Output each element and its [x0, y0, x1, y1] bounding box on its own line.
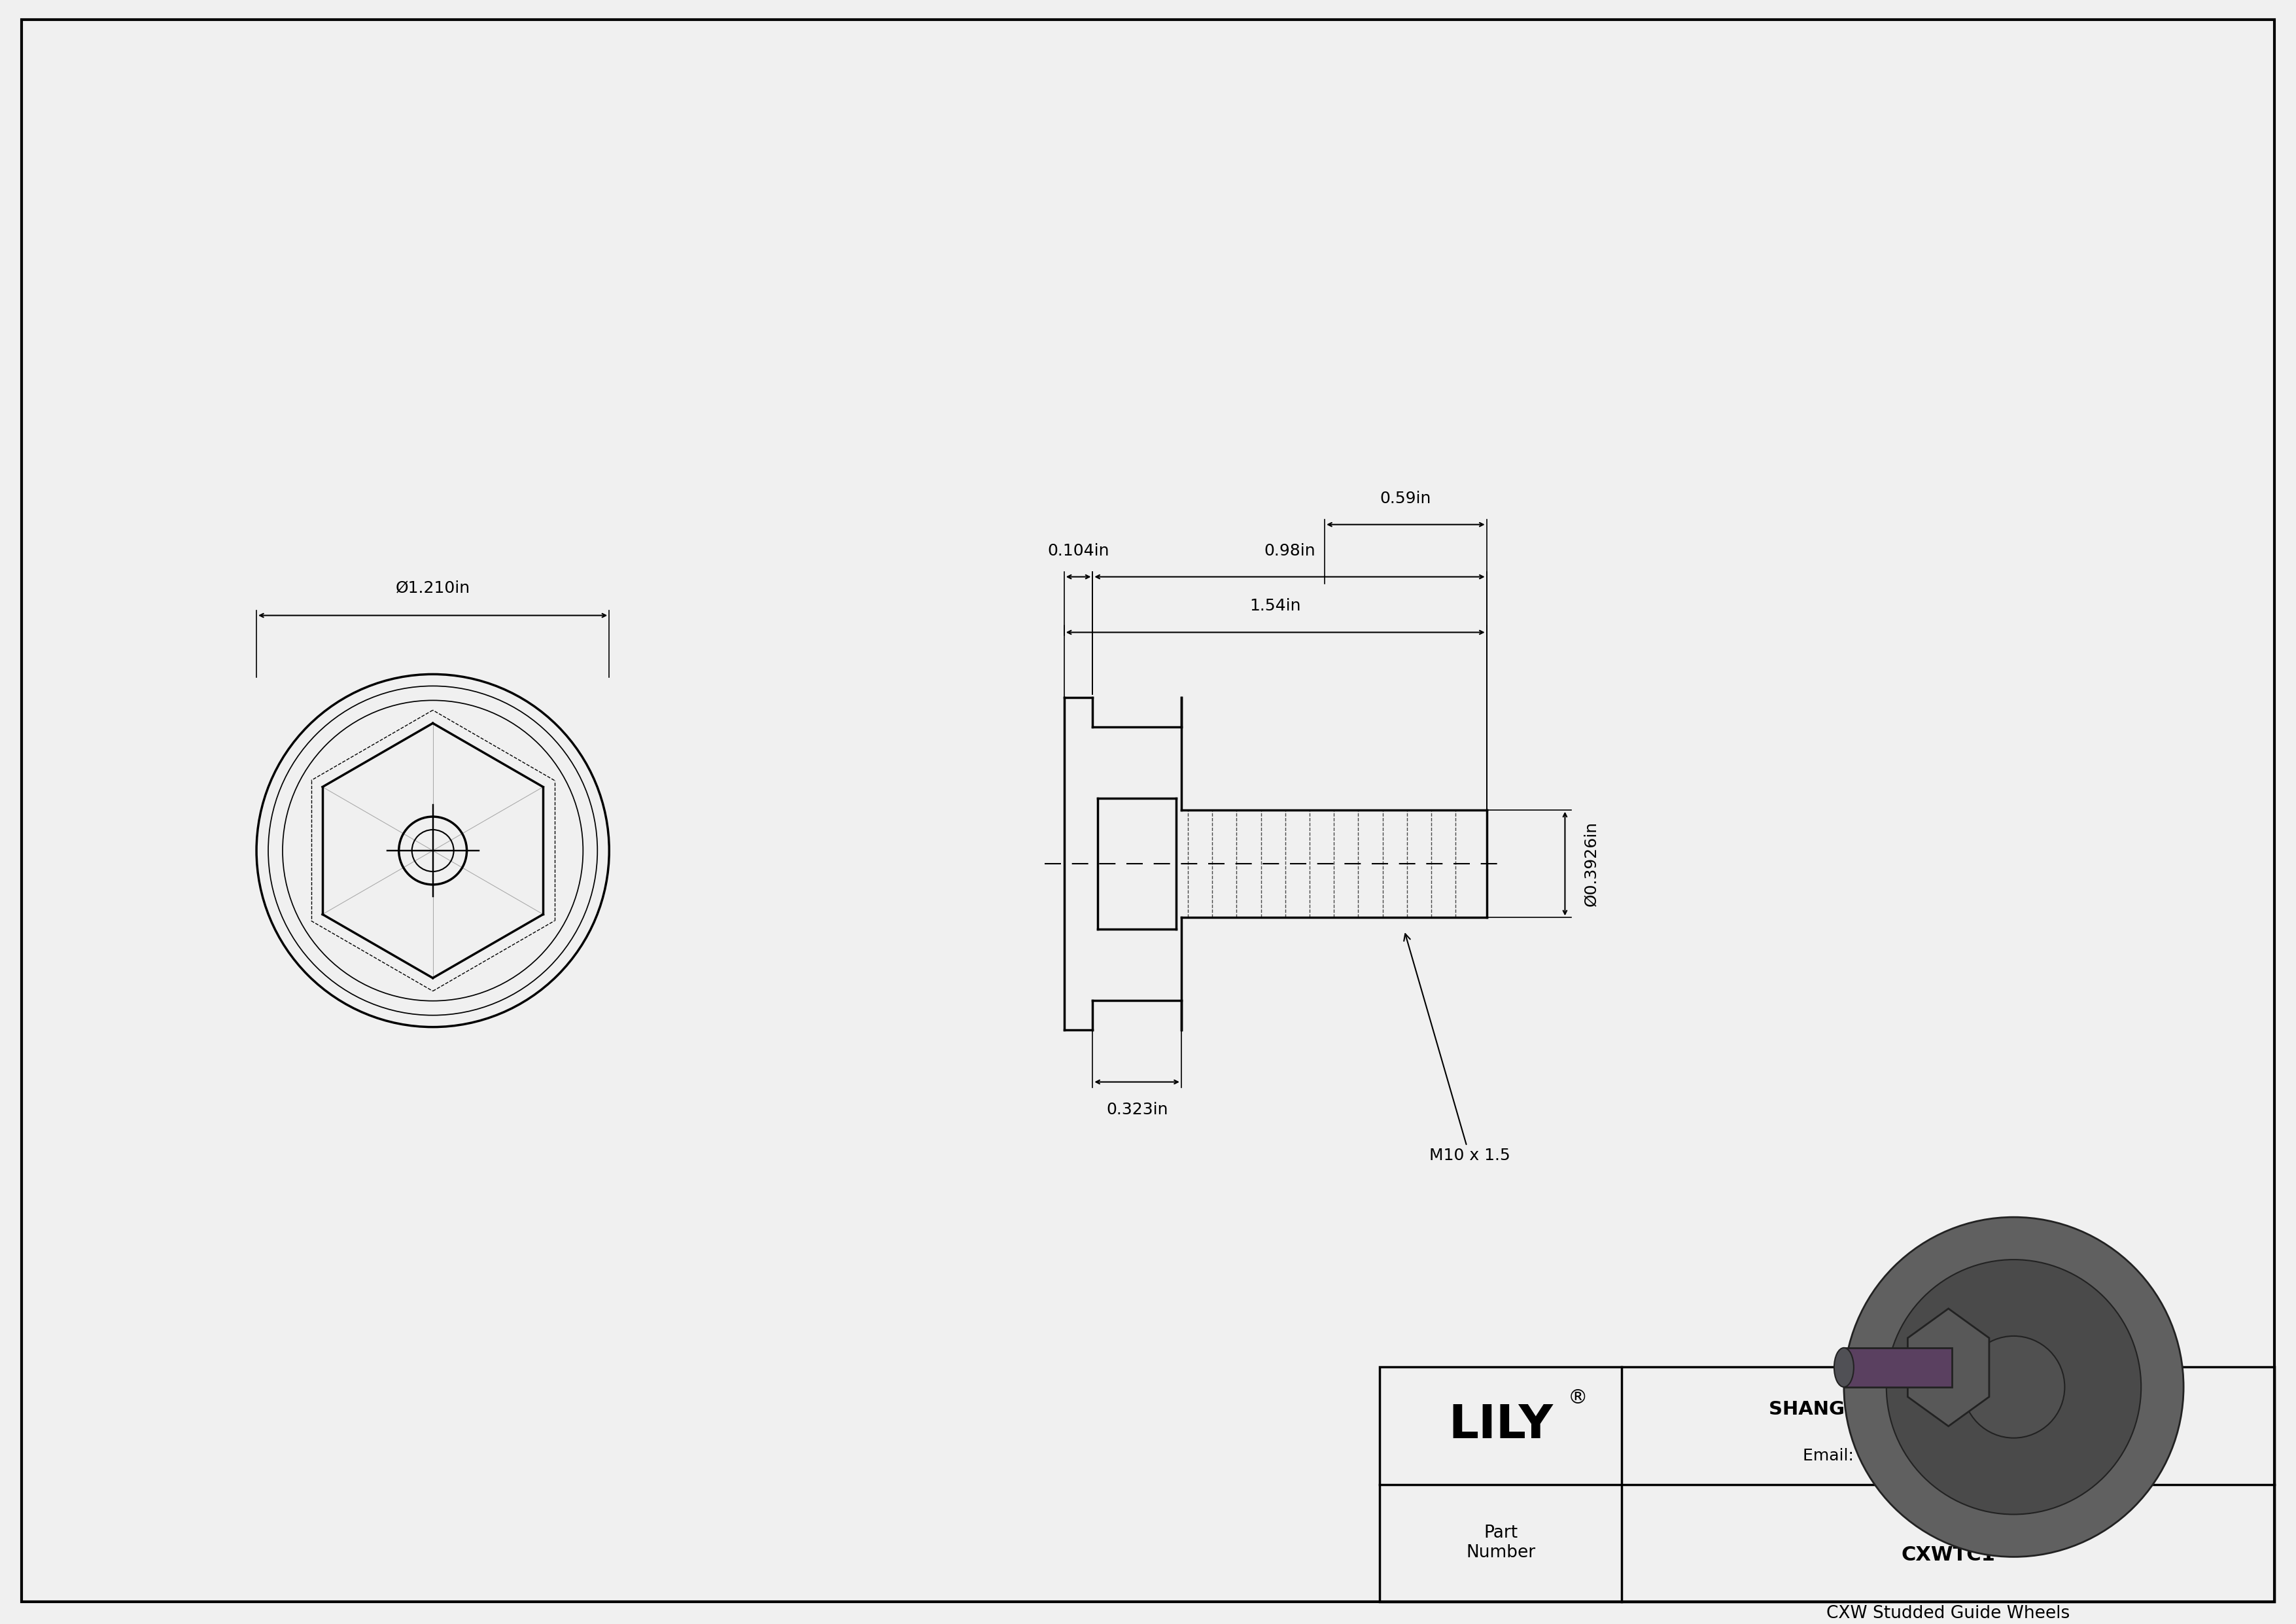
Text: CXW Studded Guide Wheels: CXW Studded Guide Wheels: [1825, 1605, 2071, 1622]
Text: 0.323in: 0.323in: [1107, 1101, 1169, 1117]
Ellipse shape: [1887, 1260, 2142, 1515]
Text: 0.104in: 0.104in: [1047, 542, 1109, 559]
Bar: [1844, 1348, 1952, 1387]
Text: CXWTC1: CXWTC1: [1901, 1546, 1995, 1564]
Text: SHANGHAI LILY BEARING LIMITED: SHANGHAI LILY BEARING LIMITED: [1768, 1400, 2126, 1418]
Text: Part
Number: Part Number: [1465, 1525, 1536, 1561]
Text: Ø0.3926in: Ø0.3926in: [1584, 822, 1598, 906]
Text: 0.59in: 0.59in: [1380, 490, 1430, 507]
Ellipse shape: [1963, 1337, 2064, 1437]
Ellipse shape: [1835, 1348, 1853, 1387]
Text: Ø1.210in: Ø1.210in: [395, 580, 471, 596]
Text: Email: lilybearing@lily-bearing.com: Email: lilybearing@lily-bearing.com: [1802, 1449, 2094, 1463]
Text: 0.98in: 0.98in: [1263, 542, 1316, 559]
Polygon shape: [1908, 1309, 1988, 1426]
Text: LILY: LILY: [1449, 1403, 1552, 1449]
Bar: [1380, 1367, 2275, 1601]
Text: 1.54in: 1.54in: [1249, 598, 1302, 614]
Text: M10 x 1.5: M10 x 1.5: [1403, 934, 1511, 1164]
Ellipse shape: [1844, 1216, 2183, 1557]
Text: ®: ®: [1568, 1389, 1589, 1408]
